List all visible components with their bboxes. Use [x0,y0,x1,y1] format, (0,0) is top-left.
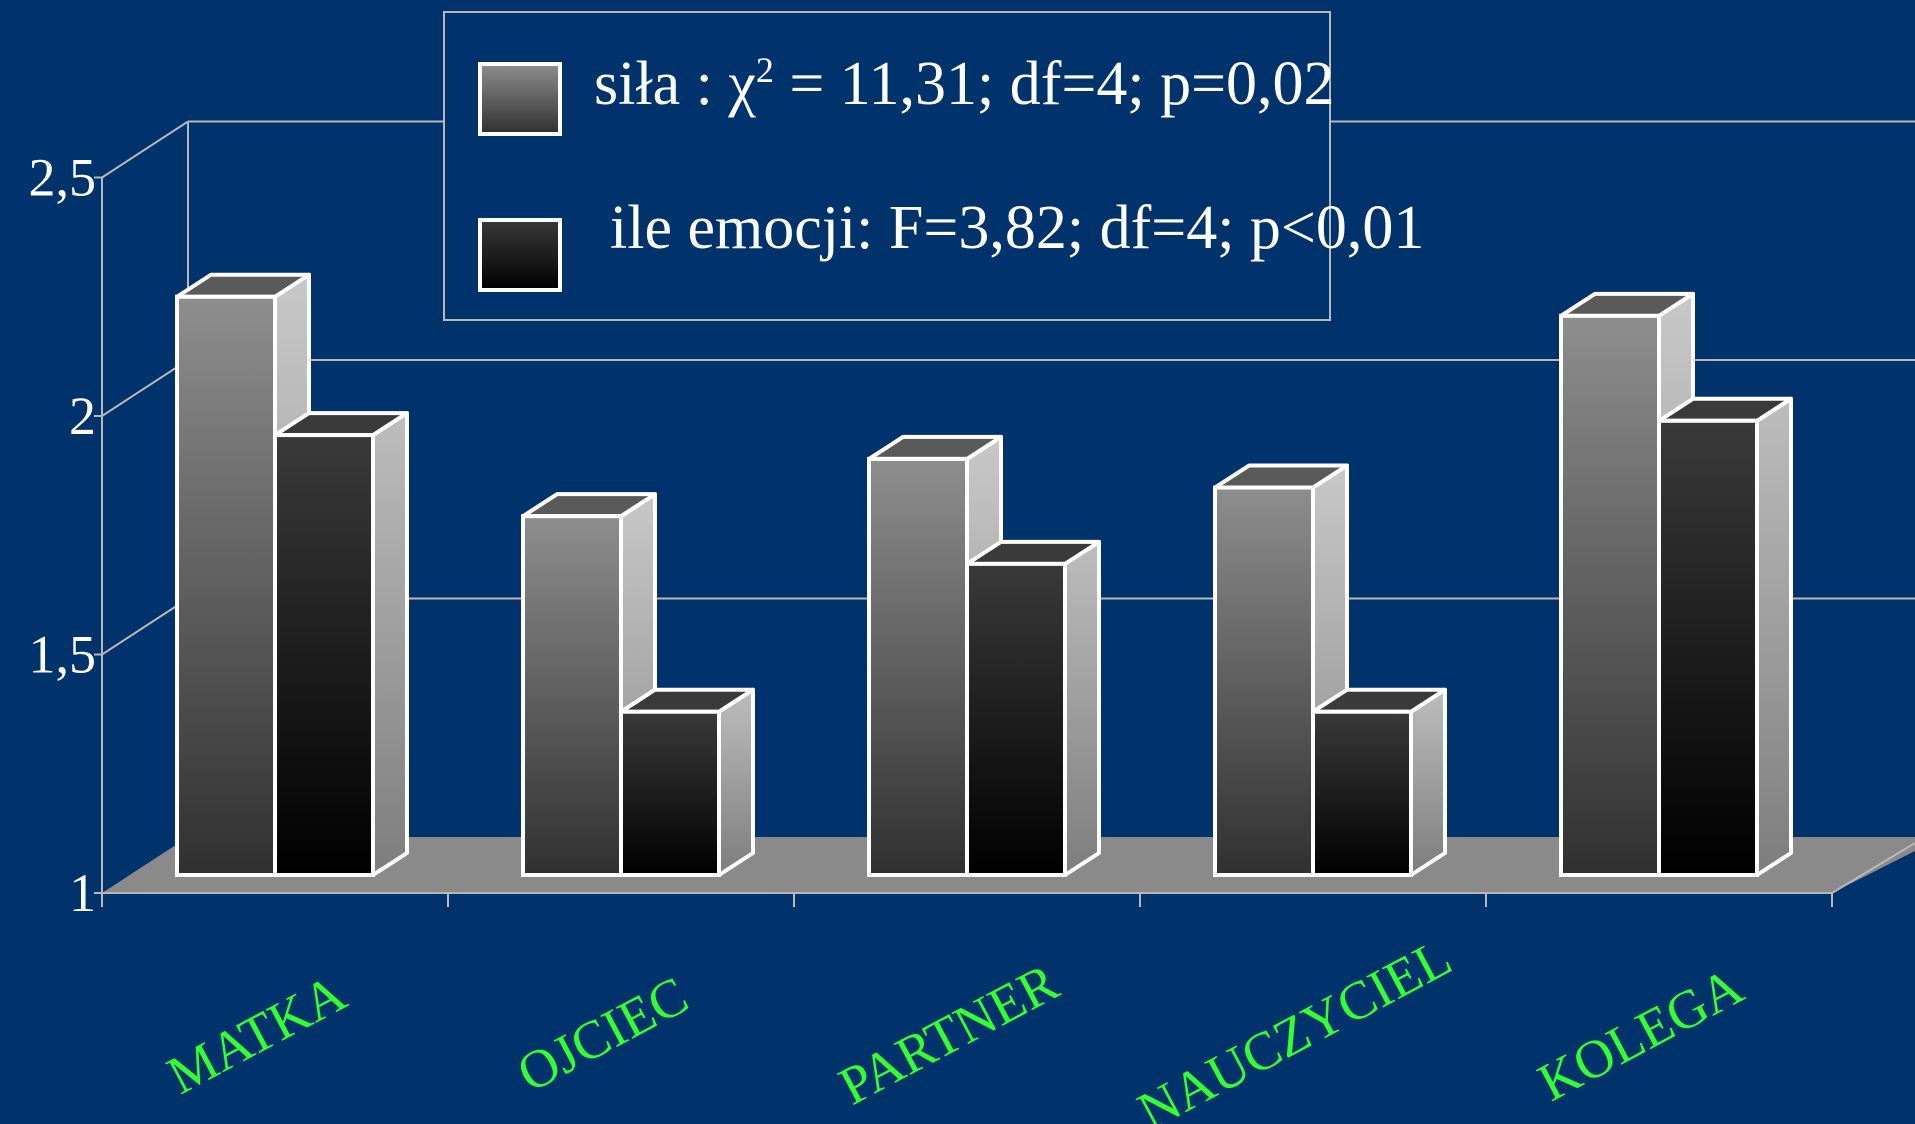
x-axis-depth-edge [1831,842,1915,894]
gridline-side [101,597,189,656]
bar-front [965,561,1067,877]
category-label: NAUCZYCIEL [1128,927,1461,1124]
gridline-side [101,120,189,179]
bar-side [717,687,755,877]
bar [619,687,755,877]
bar-front [1559,313,1661,877]
legend-swatch [478,62,562,136]
bar-side [1755,396,1793,877]
y-tick-label: 1,5 [29,625,97,685]
bar-front [273,433,375,877]
gridline-side [101,359,189,417]
category-label: OJCIEC [508,965,698,1104]
y-tick-label: 2,5 [29,148,97,208]
bar [273,411,409,877]
bar [965,539,1101,877]
bar-side [371,411,409,877]
legend-box [443,11,1331,321]
y-tick-label: 2 [69,386,96,446]
legend-swatch [478,218,562,292]
bar-side [1409,687,1447,877]
bar-front [1657,418,1759,877]
bars [175,272,1793,877]
legend-label: siła : χ2 = 11,31; df=4; p=0,02 [594,50,1335,118]
category-label: PARTNER [829,952,1067,1117]
bar [521,492,657,877]
bar-front [619,709,721,877]
bar-front [1213,485,1315,877]
category-label: MATKA [158,963,356,1106]
category-label: KOLEGA [1528,956,1752,1113]
bar-front [1311,709,1413,877]
bar-front [521,514,623,877]
bar [1657,396,1793,877]
bar [1311,687,1447,877]
bar-side [1063,539,1101,877]
bar-front [175,294,277,877]
legend-label: ile emocji: F=3,82; df=4; p<0,01 [610,194,1424,262]
y-tick-label: 1 [69,863,96,923]
legend: siła : χ2 = 11,31; df=4; p=0,02 ile emocj… [443,11,1424,321]
bar-front [867,456,969,877]
y-axis: 1 1,5 2 2,5 [29,148,103,923]
